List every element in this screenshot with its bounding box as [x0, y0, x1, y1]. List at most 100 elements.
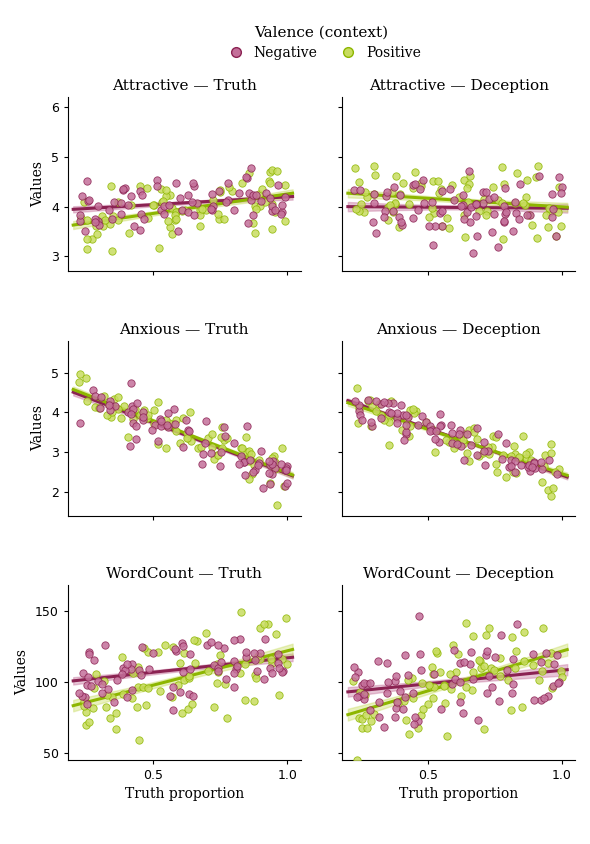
Point: [143, 408, 152, 422]
Point: [529, 693, 538, 706]
Point: [460, 208, 469, 222]
Point: [360, 688, 369, 701]
Point: [499, 214, 509, 228]
Point: [84, 670, 93, 684]
Point: [456, 430, 466, 444]
Point: [123, 430, 132, 444]
Point: [471, 197, 481, 210]
Point: [369, 187, 379, 200]
Point: [149, 198, 159, 212]
Point: [248, 465, 257, 479]
Point: [442, 211, 451, 225]
Point: [183, 702, 193, 716]
Point: [365, 677, 374, 690]
Point: [103, 688, 112, 701]
Point: [213, 639, 222, 652]
Point: [192, 634, 202, 647]
Point: [354, 398, 363, 411]
Point: [196, 208, 205, 221]
Point: [481, 648, 491, 662]
Point: [510, 454, 520, 468]
Point: [376, 411, 386, 425]
Point: [512, 617, 522, 630]
Point: [91, 219, 101, 233]
Point: [516, 177, 525, 191]
Point: [409, 691, 418, 705]
X-axis label: Truth proportion: Truth proportion: [124, 787, 244, 801]
Point: [549, 657, 559, 670]
Point: [479, 436, 489, 449]
Point: [269, 449, 278, 463]
Point: [118, 184, 127, 197]
Point: [162, 419, 172, 433]
Point: [514, 451, 524, 464]
Point: [383, 397, 392, 410]
Point: [458, 437, 468, 451]
Point: [106, 711, 115, 725]
Point: [135, 667, 144, 680]
Point: [522, 191, 531, 204]
Point: [180, 203, 189, 217]
Point: [418, 676, 427, 690]
Point: [519, 430, 528, 443]
Point: [409, 687, 418, 701]
Point: [126, 407, 136, 420]
Point: [444, 221, 453, 235]
Point: [126, 376, 136, 390]
Point: [411, 710, 420, 723]
Point: [209, 452, 218, 466]
Point: [224, 176, 233, 190]
Point: [437, 182, 446, 196]
Point: [483, 445, 493, 458]
Point: [280, 214, 289, 228]
Point: [230, 436, 239, 450]
Point: [549, 679, 558, 693]
Point: [458, 189, 468, 203]
Point: [439, 679, 448, 693]
Point: [514, 212, 524, 225]
Point: [263, 618, 273, 631]
Point: [428, 174, 438, 187]
Point: [246, 161, 255, 175]
Point: [490, 650, 500, 663]
Point: [540, 459, 549, 473]
Point: [353, 690, 362, 704]
Point: [490, 663, 499, 677]
Point: [121, 663, 130, 677]
Point: [427, 422, 437, 436]
Point: [209, 701, 218, 714]
Title: WordCount — Deception: WordCount — Deception: [363, 567, 555, 582]
Point: [247, 447, 256, 461]
Point: [185, 425, 194, 438]
Point: [469, 665, 478, 679]
Point: [383, 201, 392, 214]
Point: [106, 179, 115, 192]
Point: [500, 181, 510, 195]
Point: [391, 669, 401, 683]
Point: [118, 688, 127, 701]
Point: [274, 647, 283, 661]
Point: [268, 222, 277, 235]
Point: [537, 462, 546, 475]
Point: [408, 211, 418, 225]
Point: [251, 653, 260, 667]
Point: [398, 219, 407, 232]
Point: [170, 208, 179, 221]
Point: [471, 197, 480, 211]
Point: [489, 207, 499, 220]
Point: [185, 647, 195, 661]
Point: [80, 700, 89, 713]
Point: [508, 465, 517, 479]
Point: [381, 204, 390, 218]
Point: [509, 439, 519, 452]
Point: [403, 673, 412, 686]
Point: [481, 186, 491, 199]
Point: [148, 423, 157, 436]
Point: [231, 663, 241, 676]
Point: [83, 214, 92, 227]
Point: [554, 170, 563, 183]
Point: [487, 441, 497, 454]
Point: [241, 693, 250, 706]
Point: [74, 376, 84, 389]
Point: [368, 215, 377, 229]
